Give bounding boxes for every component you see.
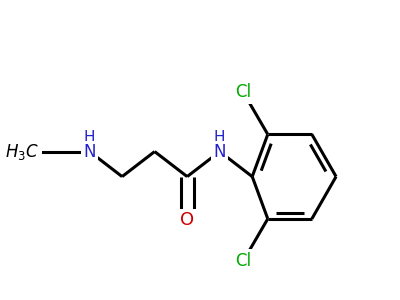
Text: H: H [214, 130, 226, 145]
Text: N: N [214, 142, 226, 160]
Text: H₃C: H₃C [8, 142, 39, 160]
Text: Cl: Cl [235, 252, 251, 270]
Text: O: O [180, 212, 194, 230]
Text: Cl: Cl [235, 83, 251, 101]
Text: H: H [84, 130, 95, 145]
Text: $H_3C$: $H_3C$ [5, 142, 39, 162]
Text: N: N [83, 142, 96, 160]
